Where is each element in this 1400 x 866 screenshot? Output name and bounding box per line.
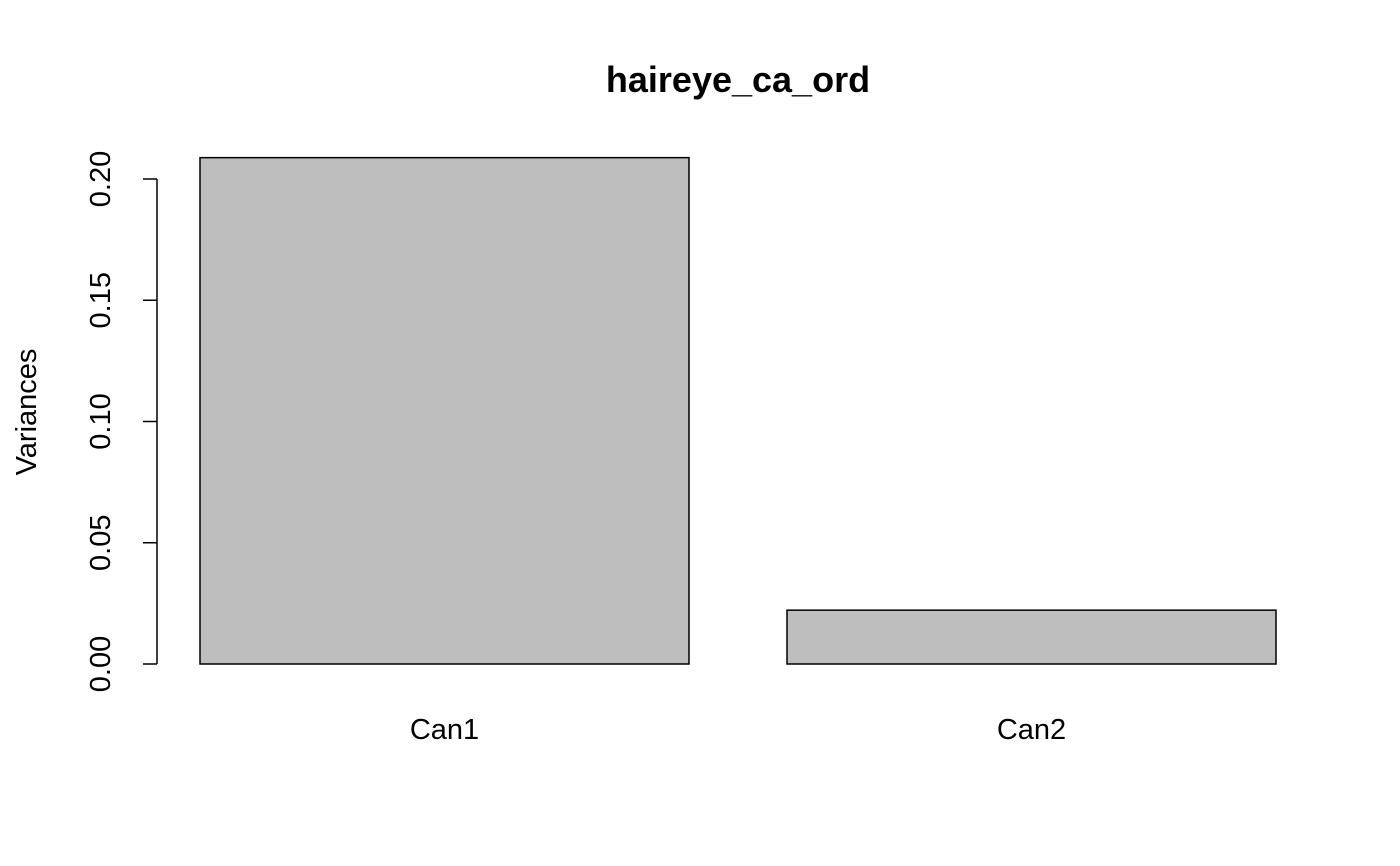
chart-title: haireye_ca_ord [606,59,870,100]
bar-can1 [199,156,690,665]
y-axis-label: Variances [11,349,43,476]
y-axis: 0.00 0.05 0.10 0.15 0.20 [85,151,158,692]
y-tick-label: 0.20 [85,151,117,207]
y-tick-label: 0.00 [85,636,117,692]
bars-group [199,156,1277,665]
x-axis-labels: Can1 Can2 [410,714,1066,746]
y-tick-label: 0.05 [85,515,117,571]
y-tick-label: 0.15 [85,272,117,328]
y-tick-label: 0.10 [85,393,117,449]
bar-can2 [786,609,1277,665]
x-tick-label: Can2 [997,714,1066,746]
x-tick-label: Can1 [410,714,479,746]
